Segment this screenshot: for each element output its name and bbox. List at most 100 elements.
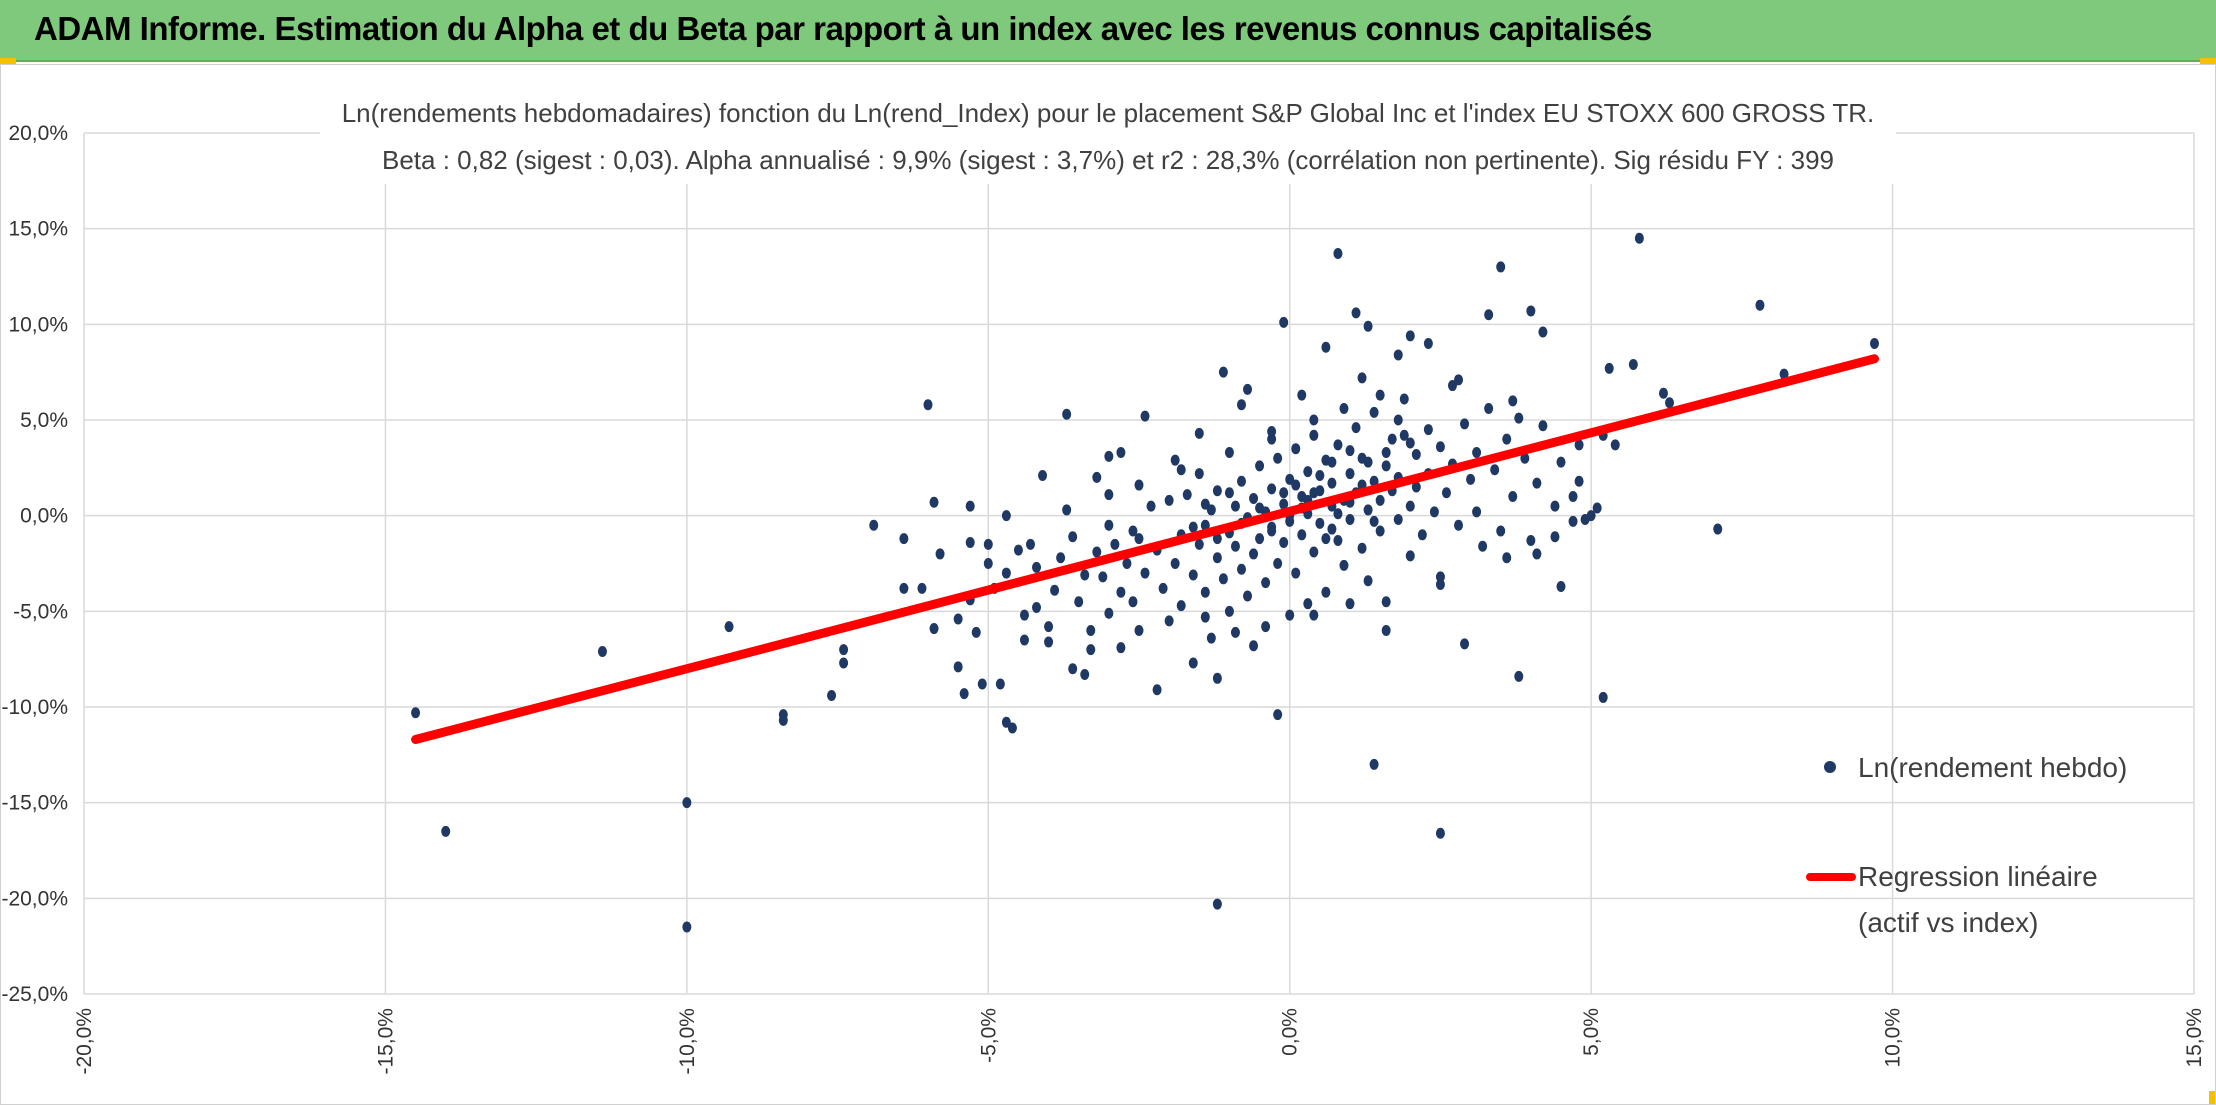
axis-ticks: 20,0% 15,0% 10,0% 5,0% 0,0% -5,0% -10,0% -15,0%… xyxy=(1,122,2206,1075)
scatter-point-187 xyxy=(1273,709,1283,721)
regression-line xyxy=(411,354,1879,745)
scatter-point-98 xyxy=(1273,558,1283,569)
scatter-point-13 xyxy=(899,582,909,594)
scatter-point-148 xyxy=(1435,441,1445,453)
scatter-point-114 xyxy=(1321,586,1331,598)
scatter-point-244 xyxy=(1309,414,1319,426)
legend: Ln(rendement hebdo) Regression linéaire … xyxy=(1806,752,2127,938)
scatter-point-4 xyxy=(682,921,692,933)
scatter-point-10 xyxy=(839,644,849,656)
scatter-point-222 xyxy=(1435,827,1445,839)
scatter-point-161 xyxy=(1496,525,1506,537)
scatter-point-61 xyxy=(1140,567,1150,579)
scatter-point-156 xyxy=(1472,506,1482,518)
y-tick-label-2: 10,0% xyxy=(8,313,68,336)
y-tick-label-4: 0,0% xyxy=(20,505,68,528)
scatter-point-30 xyxy=(1001,567,1011,579)
scatter-point-251 xyxy=(1285,609,1295,621)
scatter-point-202 xyxy=(1484,309,1494,321)
scatter-point-18 xyxy=(935,548,945,560)
scatter-point-66 xyxy=(1164,494,1174,506)
scatter-point-266 xyxy=(1267,525,1277,537)
scatter-point-258 xyxy=(1381,447,1391,459)
scatter-point-228 xyxy=(1297,389,1307,401)
scatter-point-54 xyxy=(1116,586,1126,598)
scatter-point-162 xyxy=(1502,433,1512,445)
scatter-point-58 xyxy=(1128,596,1138,608)
scatter-point-128 xyxy=(1363,575,1373,587)
chart-title-background xyxy=(320,92,1896,184)
scatter-point-203 xyxy=(1496,261,1506,273)
scatter-point-221 xyxy=(1369,758,1379,770)
scatter-point-16 xyxy=(923,399,933,411)
scatter-point-243 xyxy=(1339,403,1349,415)
scatter-point-60 xyxy=(1134,624,1144,636)
scatter-point-255 xyxy=(1327,456,1337,468)
scatter-point-23 xyxy=(965,536,975,548)
scatter-point-107 xyxy=(1303,466,1313,478)
scatter-point-215 xyxy=(1658,387,1668,399)
scatter-point-195 xyxy=(1381,624,1391,636)
scatter-point-144 xyxy=(1417,529,1427,541)
scatter-point-106 xyxy=(1297,529,1307,541)
scatter-point-153 xyxy=(1454,519,1464,531)
scatter-point-155 xyxy=(1466,473,1476,485)
scatter-point-43 xyxy=(1068,531,1078,543)
scatter-point-42 xyxy=(1068,663,1078,675)
scatter-point-62 xyxy=(1146,500,1156,512)
scatter-point-217 xyxy=(1713,523,1723,535)
scatter-point-26 xyxy=(983,558,993,569)
scatter-point-168 xyxy=(1538,420,1548,432)
scatter-point-11 xyxy=(869,519,879,531)
scatter-point-197 xyxy=(1405,330,1415,342)
chart-title-line-2: Beta : 0,82 (sigest : 0,03). Alpha annua… xyxy=(382,145,1834,175)
scatter-point-191 xyxy=(1333,248,1343,260)
scatter-point-33 xyxy=(1019,609,1029,621)
scatter-point-149 xyxy=(1435,571,1445,583)
scatter-point-31 xyxy=(1007,722,1017,734)
scatter-point-97 xyxy=(1273,452,1283,464)
y-tick-label-5: -5,0% xyxy=(13,600,68,623)
regression-line-layer xyxy=(411,354,1879,745)
scatter-point-122 xyxy=(1345,513,1355,525)
scatter-point-140 xyxy=(1405,500,1415,512)
scatter-point-175 xyxy=(1019,634,1029,646)
scatter-point-133 xyxy=(1381,460,1391,472)
scatter-point-265 xyxy=(1255,502,1265,514)
scatter-point-216 xyxy=(1665,397,1675,409)
scatter-point-130 xyxy=(1369,406,1379,418)
scatter-point-142 xyxy=(1411,448,1421,460)
scatter-point-85 xyxy=(1236,475,1246,487)
scatter-point-212 xyxy=(1610,439,1620,451)
scatter-point-76 xyxy=(1206,632,1216,644)
scatter-point-189 xyxy=(1309,609,1319,621)
header-banner: ADAM Informe. Estimation du Alpha et du … xyxy=(0,0,2216,62)
scatter-point-248 xyxy=(1134,479,1144,491)
scatter-point-77 xyxy=(1206,504,1216,516)
x-tick-label-5: 5,0% xyxy=(1580,1008,1603,1056)
scatter-point-179 xyxy=(1152,684,1162,696)
y-tick-label-3: 5,0% xyxy=(20,409,68,432)
scatter-point-112 xyxy=(1315,517,1325,529)
scatter-point-91 xyxy=(1255,460,1265,472)
scatter-point-35 xyxy=(1032,561,1042,573)
scatter-point-84 xyxy=(1230,540,1240,552)
scatter-point-103 xyxy=(1291,443,1301,455)
scatter-point-147 xyxy=(1429,506,1439,518)
scatter-point-178 xyxy=(1116,447,1126,459)
scatter-point-263 xyxy=(1315,469,1325,481)
scatter-point-277 xyxy=(1212,533,1222,545)
scatter-point-53 xyxy=(1110,538,1120,550)
scatter-point-117 xyxy=(1333,535,1343,547)
scatter-point-261 xyxy=(1291,479,1301,491)
scatter-point-39 xyxy=(1050,584,1060,596)
y-tick-label-6: -10,0% xyxy=(1,696,68,719)
scatter-point-51 xyxy=(1104,519,1114,531)
scatter-point-196 xyxy=(1393,349,1403,361)
scatter-point-116 xyxy=(1327,477,1337,489)
scatter-point-37 xyxy=(1044,621,1054,633)
scatter-point-125 xyxy=(1357,542,1367,554)
scatter-point-24 xyxy=(971,626,981,638)
legend-regression-label-1: Regression linéaire xyxy=(1858,861,2098,892)
x-tick-label-7: 15,0% xyxy=(2183,1008,2206,1068)
